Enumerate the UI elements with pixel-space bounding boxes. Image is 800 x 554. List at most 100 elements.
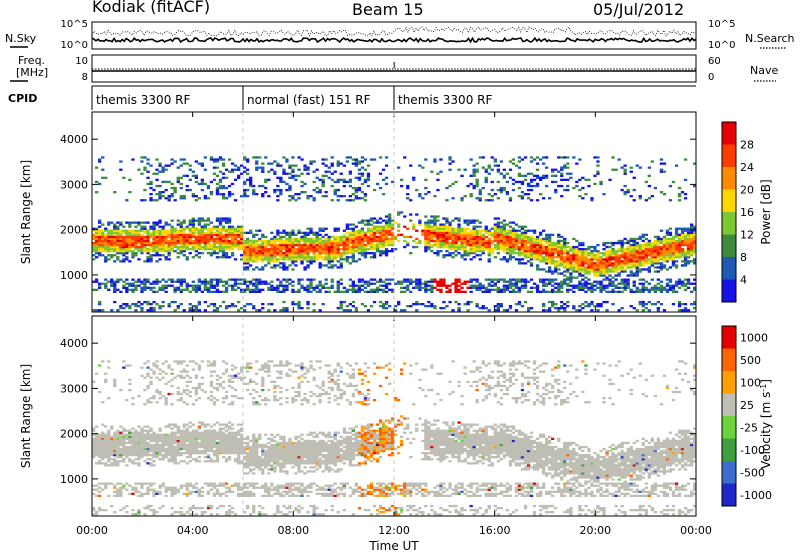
power-cell	[131, 243, 135, 247]
colorbar-segment	[722, 212, 736, 235]
power-cell	[276, 260, 280, 263]
power-cell	[496, 180, 500, 184]
power-cell	[563, 243, 567, 247]
power-cell	[357, 172, 362, 175]
power-cell	[306, 290, 310, 293]
power-cell	[348, 195, 352, 198]
power-cell	[116, 243, 120, 247]
power-cell	[505, 252, 509, 255]
power-cell	[620, 280, 624, 283]
power-cell	[312, 254, 316, 257]
power-cell	[249, 229, 253, 232]
power-cell	[593, 245, 597, 249]
power-cell	[197, 288, 201, 291]
power-cell	[318, 243, 322, 247]
power-cell	[617, 250, 621, 253]
power-cell	[608, 241, 612, 245]
power-cell	[252, 245, 256, 249]
power-cell	[475, 180, 479, 184]
power-cell	[143, 225, 147, 228]
power-cell	[215, 307, 220, 310]
power-cell	[430, 288, 434, 291]
power-cell	[98, 248, 102, 251]
power-cell	[240, 245, 244, 249]
power-cell	[406, 193, 410, 196]
power-cell	[161, 254, 165, 257]
power-cell	[360, 156, 365, 159]
power-cell	[122, 229, 126, 232]
power-cell	[203, 309, 207, 312]
power-cell	[176, 239, 180, 243]
power-cell	[475, 184, 479, 188]
power-cell	[327, 239, 331, 243]
power-cell	[261, 250, 265, 253]
power-cell	[360, 243, 365, 247]
power-cell	[433, 280, 437, 283]
power-cell	[200, 252, 204, 255]
power-cell	[330, 260, 334, 263]
power-cell	[602, 286, 606, 289]
power-cell	[143, 243, 147, 247]
nsearch-trace	[91, 26, 697, 37]
power-cell	[312, 237, 316, 241]
power-cell	[224, 241, 229, 245]
power-cell	[312, 286, 316, 289]
velocity-cell	[92, 488, 96, 491]
velocity-cell	[119, 388, 123, 392]
power-cell	[454, 245, 458, 249]
power-cell	[502, 233, 506, 236]
power-cell	[146, 221, 150, 224]
power-cell	[200, 164, 204, 167]
power-cell	[324, 191, 328, 194]
power-cell	[653, 235, 657, 239]
power-cell	[255, 162, 259, 165]
power-cell	[650, 264, 654, 267]
power-cell	[424, 284, 428, 287]
power-cell	[351, 162, 355, 165]
power-cell	[221, 229, 226, 232]
power-cell	[674, 229, 679, 232]
velocity-cell	[107, 458, 111, 461]
power-cell	[686, 278, 691, 281]
power-cell	[650, 258, 654, 261]
power-cell	[179, 237, 183, 241]
power-cell	[686, 227, 691, 230]
power-cell	[623, 260, 627, 263]
power-cell	[569, 268, 573, 271]
power-cell	[318, 227, 322, 230]
velocity-cell	[101, 509, 105, 512]
power-cell	[372, 278, 377, 281]
power-cell	[158, 254, 162, 257]
power-cell	[333, 290, 337, 293]
power-cell	[381, 241, 386, 245]
power-cell	[261, 288, 265, 291]
power-cell	[656, 258, 660, 261]
power-cell	[140, 199, 144, 202]
power-cell	[237, 245, 241, 249]
power-cell	[448, 156, 452, 159]
power-cell	[279, 235, 283, 239]
power-cell	[255, 260, 259, 263]
power-cell	[620, 250, 624, 253]
power-cell	[590, 245, 594, 249]
power-cell	[282, 172, 286, 175]
power-cell	[409, 252, 413, 255]
power-cell	[526, 237, 531, 241]
power-cell	[433, 195, 437, 198]
power-cell	[95, 231, 99, 234]
power-cell	[179, 250, 183, 253]
power-cell	[315, 248, 319, 251]
power-cell	[194, 231, 198, 234]
power-cell	[285, 286, 289, 289]
power-cell	[617, 254, 621, 257]
power-cell	[137, 235, 141, 239]
power-cell	[505, 280, 509, 283]
power-cell	[481, 305, 485, 308]
velocity-cell	[122, 486, 126, 489]
power-cell	[436, 245, 440, 249]
colorbar-segment	[722, 144, 736, 167]
power-cell	[581, 284, 585, 287]
power-cell	[158, 286, 162, 289]
power-cell	[656, 288, 660, 291]
power-cell	[291, 256, 295, 259]
